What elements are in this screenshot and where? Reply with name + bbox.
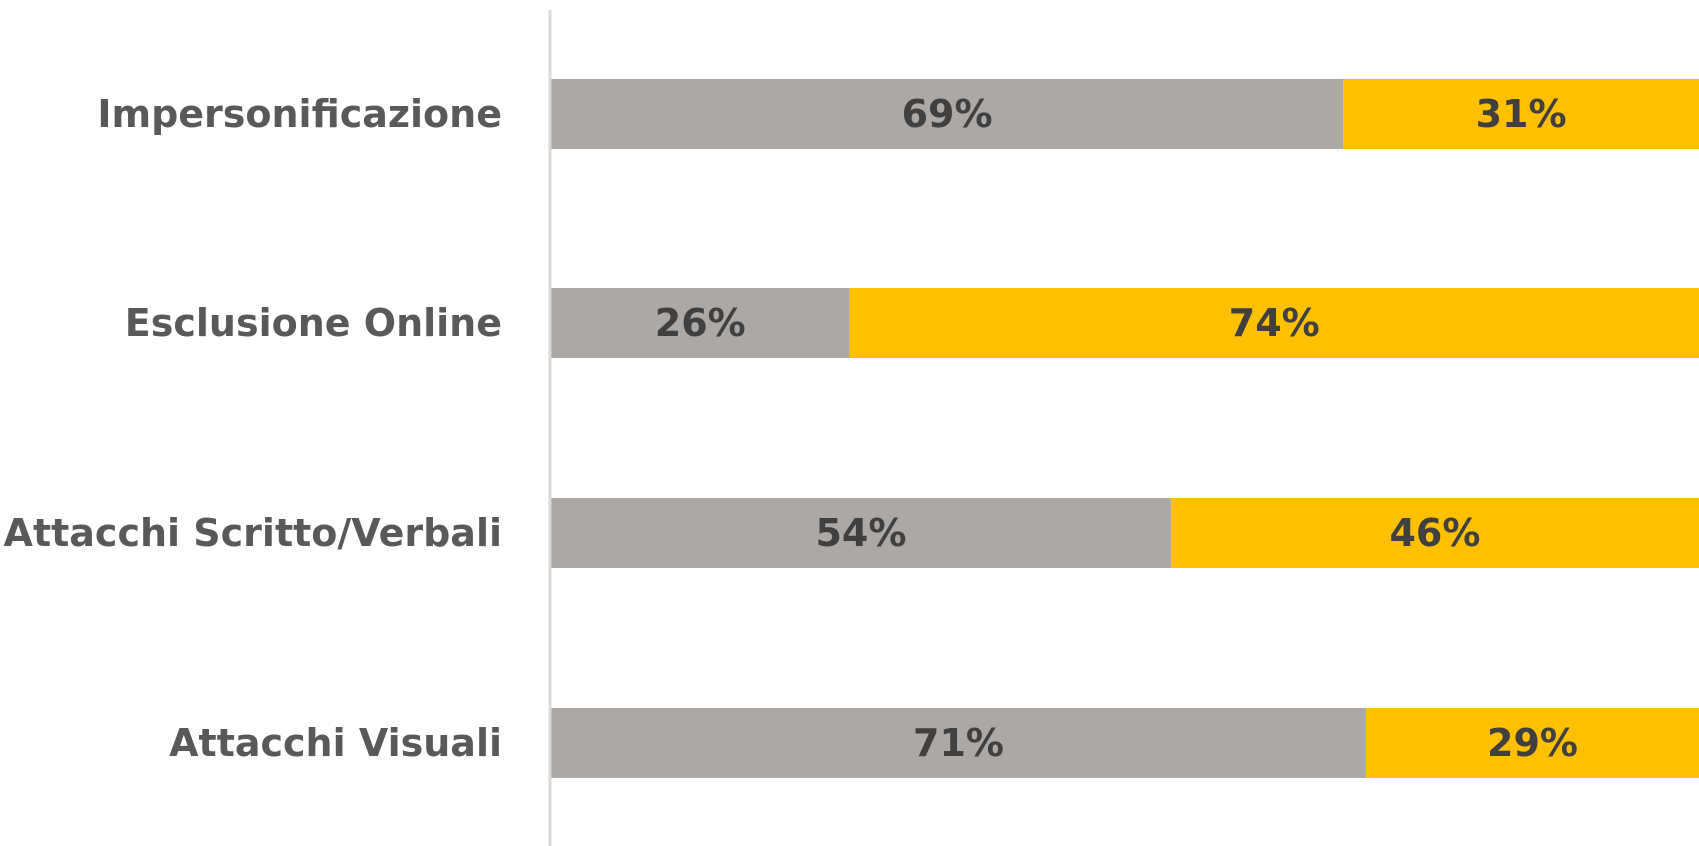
data-label: 69%: [902, 92, 993, 136]
bar-segment: [551, 288, 850, 358]
bar-segment: [1366, 708, 1699, 778]
category-label: Attacchi Scritto/Verbali: [4, 511, 502, 555]
data-label: 71%: [913, 721, 1004, 765]
category-label: Esclusione Online: [125, 301, 502, 345]
category-label: Attacchi Visuali: [169, 721, 502, 765]
bar-segment: [1170, 498, 1699, 568]
bar-segment: [849, 288, 1699, 358]
bar-segment: [551, 708, 1367, 778]
bars-layer: [551, 79, 1699, 778]
data-label: 26%: [655, 301, 746, 345]
data-label: 29%: [1487, 721, 1578, 765]
data-label: 31%: [1476, 92, 1567, 136]
category-labels: Impersonificazione Esclusione Online Attac…: [4, 92, 502, 765]
data-labels: 69% 31% 26% 74% 54% 46% 71% 29%: [655, 92, 1578, 765]
bar-segment: [1343, 79, 1699, 149]
data-label: 54%: [815, 511, 906, 555]
data-label: 74%: [1229, 301, 1320, 345]
category-label: Impersonificazione: [97, 92, 502, 136]
bar-segment: [551, 79, 1344, 149]
bar-segment: [551, 498, 1171, 568]
data-label: 46%: [1389, 511, 1480, 555]
